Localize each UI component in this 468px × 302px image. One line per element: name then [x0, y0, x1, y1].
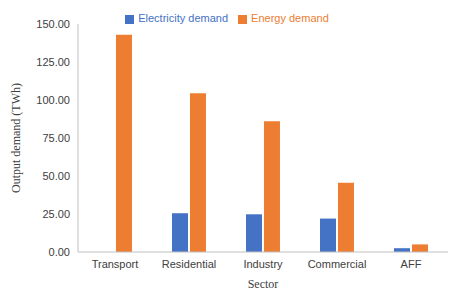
svg-text:AFF: AFF	[401, 258, 422, 270]
svg-text:Commercial: Commercial	[308, 258, 367, 270]
svg-text:Transport: Transport	[92, 258, 139, 270]
html-text:Electricity demand: Electricity demand	[138, 12, 229, 24]
svg-text:25.00: 25.00	[42, 208, 70, 220]
svg-text:150.00: 150.00	[36, 18, 70, 30]
svg-text:50.00: 50.00	[42, 170, 70, 182]
svg-text:Sector: Sector	[248, 277, 279, 291]
svg-text:125.00: 125.00	[36, 56, 70, 68]
html-text:Energy demand: Energy demand	[251, 12, 329, 24]
svg-text:Industry: Industry	[243, 258, 283, 270]
svg-text:75.00: 75.00	[42, 132, 70, 144]
svg-text:100.00: 100.00	[36, 94, 70, 106]
svg-text:Residential: Residential	[162, 258, 216, 270]
svg-text:0.00: 0.00	[49, 246, 70, 258]
svg-text:Output demand (TWh): Output demand (TWh)	[9, 83, 23, 193]
